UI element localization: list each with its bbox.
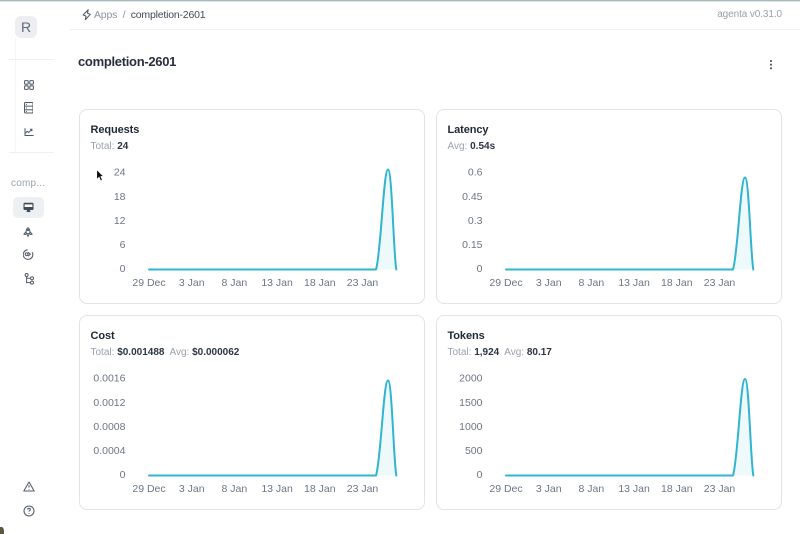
svg-text:0.15: 0.15: [462, 239, 483, 251]
svg-text:6: 6: [120, 239, 126, 251]
svg-text:13 Jan: 13 Jan: [261, 277, 293, 289]
svg-text:3 Jan: 3 Jan: [536, 277, 562, 289]
svg-text:29 Dec: 29 Dec: [489, 277, 522, 289]
svg-text:29 Dec: 29 Dec: [489, 483, 522, 495]
svg-text:18 Jan: 18 Jan: [304, 483, 336, 495]
svg-text:29 Dec: 29 Dec: [132, 277, 165, 289]
svg-text:3 Jan: 3 Jan: [536, 483, 562, 495]
svg-text:0: 0: [477, 469, 483, 481]
svg-text:13 Jan: 13 Jan: [618, 483, 650, 495]
svg-text:3 Jan: 3 Jan: [179, 483, 205, 495]
svg-text:0.3: 0.3: [468, 215, 483, 227]
svg-text:0: 0: [120, 263, 126, 275]
svg-text:0.6: 0.6: [468, 167, 483, 179]
svg-text:24: 24: [114, 167, 126, 179]
svg-text:0.0012: 0.0012: [93, 397, 125, 409]
svg-text:13 Jan: 13 Jan: [261, 483, 293, 495]
svg-text:0.0004: 0.0004: [93, 445, 125, 457]
svg-text:18 Jan: 18 Jan: [661, 277, 693, 289]
svg-text:18: 18: [114, 191, 126, 203]
svg-text:23 Jan: 23 Jan: [347, 483, 379, 495]
svg-text:1000: 1000: [459, 421, 483, 433]
svg-text:500: 500: [465, 445, 483, 457]
svg-text:23 Jan: 23 Jan: [347, 277, 379, 289]
svg-text:0.0016: 0.0016: [93, 373, 125, 385]
svg-text:3 Jan: 3 Jan: [179, 277, 205, 289]
svg-text:2000: 2000: [459, 373, 483, 385]
svg-text:12: 12: [114, 215, 126, 227]
svg-text:8 Jan: 8 Jan: [579, 277, 605, 289]
svg-text:8 Jan: 8 Jan: [222, 483, 248, 495]
svg-text:8 Jan: 8 Jan: [222, 277, 248, 289]
svg-text:18 Jan: 18 Jan: [661, 483, 693, 495]
svg-text:23 Jan: 23 Jan: [704, 277, 736, 289]
svg-text:8 Jan: 8 Jan: [579, 483, 605, 495]
svg-text:1500: 1500: [459, 397, 483, 409]
svg-text:29 Dec: 29 Dec: [132, 483, 165, 495]
svg-text:0: 0: [120, 469, 126, 481]
svg-text:23 Jan: 23 Jan: [704, 483, 736, 495]
svg-text:13 Jan: 13 Jan: [618, 277, 650, 289]
svg-text:0.0008: 0.0008: [93, 421, 125, 433]
svg-text:0: 0: [477, 263, 483, 275]
svg-text:18 Jan: 18 Jan: [304, 277, 336, 289]
svg-text:0.45: 0.45: [462, 191, 483, 203]
